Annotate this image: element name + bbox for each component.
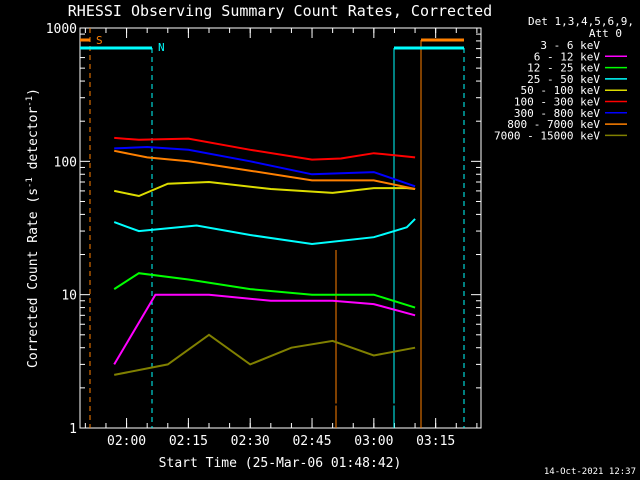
series-line-2 [113, 272, 416, 309]
series-line-5 [114, 136, 416, 161]
legend-label-3: 25 - 50 keV [527, 73, 600, 86]
timestamp: 14-Oct-2021 12:37 [544, 467, 636, 477]
legend-label-4: 50 - 100 keV [521, 84, 601, 97]
legend-label-1: 6 - 12 keV [534, 50, 601, 63]
legend-label-8: 7000 - 15000 keV [494, 129, 600, 142]
legend-label-7: 800 - 7000 keV [507, 118, 600, 131]
x-tick-label: 02:00 [107, 434, 146, 449]
legend-label-2: 12 - 25 keV [527, 62, 600, 75]
night-label: N [158, 41, 165, 54]
y-axis-label-mid: detector [26, 107, 41, 178]
series-line-7 [114, 149, 416, 190]
y-tick-label: 10 [61, 289, 77, 304]
x-tick-label: 03:15 [416, 434, 455, 449]
plot-axes: 1 10 100 1000 02:00 02:15 02:30 02:45 03:00 03:15 [46, 22, 482, 449]
x-axis-label: Start Time (25-Mar-06 01:48:42) [159, 456, 402, 471]
legend-header-line2: Att 0 [589, 27, 622, 40]
y-tick-label: 100 [54, 155, 77, 170]
y-tick-label: 1000 [46, 22, 77, 37]
y-axis-label-main: Corrected Count Rate (s [26, 188, 41, 368]
chart-title: RHESSI Observing Summary Count Rates, Co… [68, 2, 492, 20]
x-tick-label: 03:00 [354, 434, 393, 449]
y-axis-label-sup2: -1 [25, 96, 35, 107]
saa-label: S [96, 34, 103, 47]
legend-label-5: 100 - 300 keV [514, 96, 600, 109]
time-markers: SN [80, 28, 465, 428]
series-line-3 [113, 218, 416, 246]
x-tick-label: 02:30 [231, 434, 270, 449]
y-tick-label: 1 [69, 422, 77, 437]
series-line-4 [113, 180, 416, 198]
y-axis-label-end: ) [26, 88, 41, 96]
series-line-6 [114, 145, 416, 188]
series-layer [106, 136, 420, 406]
y-axis-label-sup1: -1 [25, 177, 35, 188]
x-tick-label: 02:45 [292, 434, 331, 449]
legend-header-line1: Det 1,3,4,5,6,9, [528, 15, 634, 28]
legend-label-0: 3 - 6 keV [540, 39, 600, 52]
plot-frame [79, 27, 482, 429]
legend-label-6: 300 - 800 keV [514, 107, 600, 120]
series-line-1 [113, 293, 416, 365]
y-axis-label: Corrected Count Rate (s-1 detector-1) [25, 88, 41, 368]
series-line-8 [114, 333, 416, 376]
x-tick-label: 02:15 [169, 434, 208, 449]
